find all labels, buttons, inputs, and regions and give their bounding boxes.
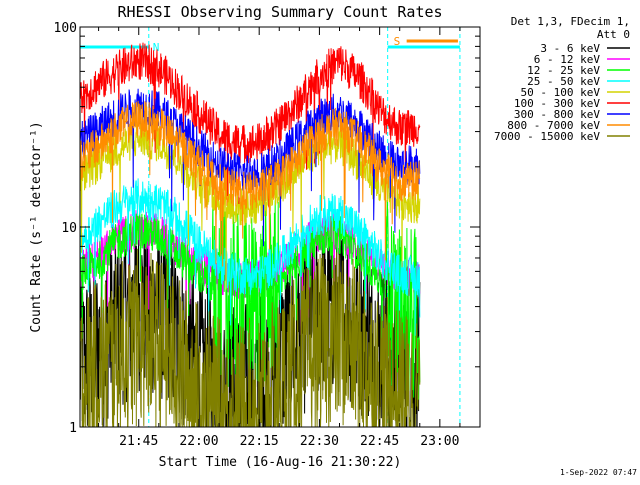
series-line-6 [79, 42, 421, 208]
x-axis-label: Start Time (16-Aug-16 21:30:22) [159, 455, 402, 470]
series-layer [79, 42, 421, 428]
legend-entry: 300 - 800 keV [514, 108, 630, 121]
legend-header-line-2: Att 0 [597, 28, 630, 41]
flag-label-s: S [394, 35, 401, 48]
legend-label: 6 - 12 keV [534, 53, 601, 66]
series-line-4 [79, 178, 421, 350]
plot-timestamp: 1-Sep-2022 07:47 [560, 468, 637, 477]
legend-label: 50 - 100 keV [521, 86, 601, 99]
legend-label: 25 - 50 keV [527, 75, 600, 88]
flag-label-n: N [153, 41, 160, 54]
x-tick-label: 22:00 [179, 434, 218, 449]
legend-label: 100 - 300 keV [514, 97, 600, 110]
x-tick-label: 22:15 [240, 434, 279, 449]
x-tick-label: 22:30 [300, 434, 339, 449]
plot-area: N S 21:45 22:00 22:15 22:30 22:45 23:00 1 10 100 [54, 21, 481, 449]
chart-title: RHESSI Observing Summary Count Rates [117, 3, 442, 21]
x-tick-label: 23:00 [420, 434, 459, 449]
legend-entry: 12 - 25 keV [527, 64, 630, 77]
legend-label: 12 - 25 keV [527, 64, 600, 77]
ticks-layer: 21:45 22:00 22:15 22:30 22:45 23:00 1 10 100 [54, 21, 480, 449]
legend-label: 3 - 6 keV [540, 42, 600, 55]
legend-entry: 6 - 12 keV [534, 53, 630, 66]
x-tick-label: 21:45 [119, 434, 158, 449]
legend-entry: 100 - 300 keV [514, 97, 630, 110]
legend-label: 800 - 7000 keV [507, 119, 600, 132]
y-tick-label: 100 [54, 21, 77, 36]
legend-header-line-1: Det 1,3, FDecim 1, [511, 15, 630, 28]
legend-label: 7000 - 15000 keV [494, 130, 600, 143]
y-tick-label: 10 [61, 221, 77, 236]
legend-label: 300 - 800 keV [514, 108, 600, 121]
y-axis-label: Count Rate (s⁻¹ detector⁻¹) [29, 121, 44, 332]
legend-entry: 800 - 7000 keV [507, 119, 630, 132]
y-tick-label: 1 [69, 421, 77, 436]
legend-entry: 7000 - 15000 keV [494, 130, 630, 143]
x-tick-label: 22:45 [360, 434, 399, 449]
legend-entry: 50 - 100 keV [521, 86, 630, 99]
legend-entry: 3 - 6 keV [540, 42, 630, 55]
series-line-8 [79, 100, 421, 267]
legend-entry: 25 - 50 keV [527, 75, 630, 88]
